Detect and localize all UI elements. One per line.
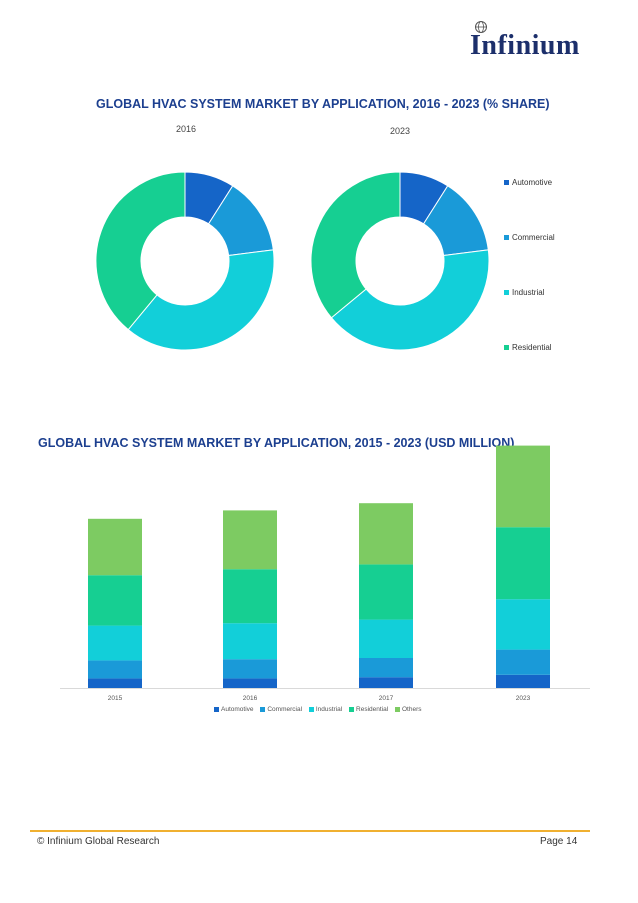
legend-swatch xyxy=(260,706,266,712)
donut-slice-2023-industrial xyxy=(330,249,490,351)
bar-2017-others xyxy=(359,503,413,565)
bar-2023-automotive xyxy=(496,674,550,688)
legend-industrial: Industrial xyxy=(308,706,342,713)
x-tick-2016: 2016 xyxy=(243,695,258,702)
bar-2015-commercial xyxy=(88,660,142,679)
bar-2017-commercial xyxy=(359,658,413,678)
bar-2016-others xyxy=(223,510,277,570)
bar-2016-automotive xyxy=(223,678,277,688)
legend-commercial: Commercial xyxy=(504,233,555,242)
donut-slice-2016-residential xyxy=(95,171,186,331)
x-tick-2017: 2017 xyxy=(379,695,394,702)
share-chart-title: GLOBAL HVAC SYSTEM MARKET BY APPLICATION… xyxy=(96,97,550,111)
legend-residential: Residential xyxy=(349,706,388,713)
legend-swatch xyxy=(504,345,509,351)
bar-2023-commercial xyxy=(496,649,550,675)
bar-2017-industrial xyxy=(359,619,413,658)
bar-2016-commercial xyxy=(223,659,277,679)
donut-slice-2023-residential xyxy=(310,171,401,319)
globe-icon xyxy=(475,21,487,33)
legend-swatch xyxy=(504,180,509,186)
footer-copyright: © Infinium Global Research xyxy=(37,836,160,847)
legend-automotive: Automotive xyxy=(504,178,552,187)
legend-residential: Residential xyxy=(504,343,552,352)
page-number: Page 14 xyxy=(540,836,578,847)
donut-2023 xyxy=(310,171,490,351)
footer-divider xyxy=(30,830,590,832)
donut-2016-label: 2016 xyxy=(176,124,197,134)
x-tick-2015: 2015 xyxy=(108,695,123,702)
donut-2023-label: 2023 xyxy=(390,126,411,136)
usd-chart-title: GLOBAL HVAC SYSTEM MARKET BY APPLICATION… xyxy=(38,436,515,450)
x-tick-2023: 2023 xyxy=(516,695,531,702)
bar-2015-industrial xyxy=(88,625,142,661)
bar-2023-industrial xyxy=(496,599,550,650)
donut-2016 xyxy=(95,171,275,351)
legend-swatch xyxy=(395,706,400,712)
bar-stacks xyxy=(88,445,550,688)
infinium-logo: Infinium xyxy=(470,20,590,62)
bar-2017-automotive xyxy=(359,677,413,688)
bar-2015-residential xyxy=(88,575,142,626)
legend-swatch xyxy=(214,706,219,712)
donut-slice-2016-industrial xyxy=(127,249,275,351)
legend-automotive: Automotive xyxy=(214,706,254,713)
usd-stacked-bar-chart: 2015 2016 2017 2023 xyxy=(60,445,590,702)
legend-swatch xyxy=(349,706,355,712)
legend-others: Others xyxy=(395,706,422,713)
legend-swatch xyxy=(504,290,509,296)
bar-2023-residential xyxy=(496,527,550,600)
share-donut-charts xyxy=(95,171,490,351)
bar-2023-others xyxy=(496,445,550,528)
x-tick-labels: 2015 2016 2017 2023 xyxy=(108,695,531,702)
bar-2015-others xyxy=(88,518,142,576)
brand-name: Infinium xyxy=(470,30,580,61)
legend-swatch xyxy=(504,235,509,241)
legend-industrial: Industrial xyxy=(504,288,544,297)
usd-chart-legend: Automotive Commercial Industrial Residen… xyxy=(214,706,427,713)
legend-swatch xyxy=(308,706,314,712)
bar-2016-industrial xyxy=(223,623,277,660)
bar-2015-automotive xyxy=(88,678,142,688)
legend-commercial: Commercial xyxy=(260,706,302,713)
bar-2017-residential xyxy=(359,564,413,620)
bar-2016-residential xyxy=(223,569,277,624)
